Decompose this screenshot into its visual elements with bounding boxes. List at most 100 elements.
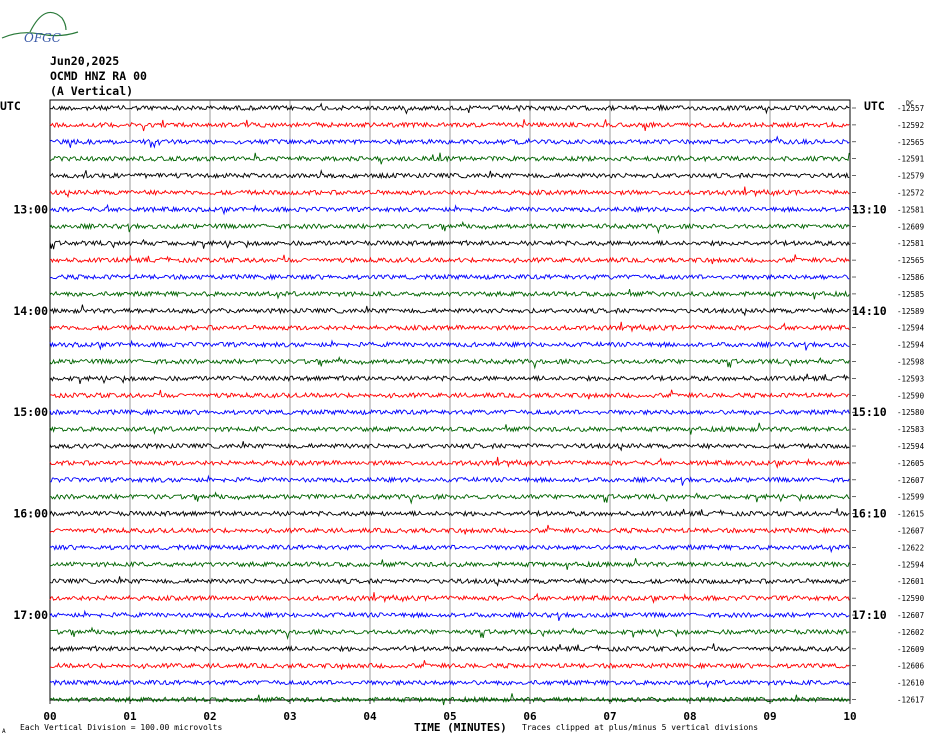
scale-note: Each Vertical Division = 100.00 microvol…: [20, 723, 223, 732]
dc-offset-label: -12610: [897, 679, 925, 688]
x-tick-label: 06: [523, 710, 537, 723]
dc-offset-label: -12565: [897, 138, 924, 147]
dc-offset-label: -12617: [897, 696, 924, 705]
seismic-trace: [49, 102, 850, 115]
seismic-trace: [49, 626, 850, 640]
utc-left-label: UTC: [0, 99, 21, 113]
seismic-trace: [49, 220, 850, 235]
dc-offset-label: -12592: [897, 121, 924, 130]
seismic-trace: [49, 592, 850, 605]
x-tick-label: 09: [763, 710, 776, 723]
x-tick-label: 00: [43, 710, 56, 723]
x-tick-label: 01: [123, 710, 137, 723]
seismic-trace: [49, 186, 850, 199]
dc-offset-label: -12591: [897, 155, 924, 164]
left-time-label: 14:00: [13, 304, 48, 318]
ofgc-logo: OFGC: [1, 11, 79, 45]
seismic-trace: [49, 321, 850, 333]
dc-offset-label: -12609: [897, 645, 924, 654]
dc-offset-label: -12565: [897, 256, 924, 265]
seismic-trace: [49, 456, 850, 469]
seismic-trace: [49, 203, 850, 216]
dc-offset-label: -12590: [897, 391, 925, 400]
left-time-label: 17:00: [13, 608, 48, 622]
dc-offset-label: -12585: [897, 290, 924, 299]
dc-offset-label: -12579: [897, 172, 924, 181]
dc-offset-label: -12580: [897, 408, 925, 417]
dc-offset-label: -12557: [897, 104, 924, 113]
seismic-trace: [50, 660, 850, 670]
seismic-trace: [49, 273, 850, 281]
seismic-trace: [49, 373, 850, 385]
dc-offset-label: -12586: [897, 273, 925, 282]
chart-date: Jun20,2025: [50, 54, 120, 68]
seismic-trace: [49, 356, 850, 370]
right-time-label: 14:10: [852, 304, 887, 318]
seismic-trace: [49, 339, 850, 351]
left-time-label: 13:00: [13, 202, 48, 216]
component-label: (A Vertical): [50, 84, 134, 98]
seismic-trace: [49, 576, 850, 587]
right-time-label: 15:10: [852, 405, 887, 419]
dc-offset-label: -12602: [897, 628, 924, 637]
dc-offset-label: -12583: [897, 425, 924, 434]
seismic-trace: [49, 238, 850, 250]
right-time-label: 13:10: [852, 202, 887, 216]
right-time-label: 16:10: [852, 507, 887, 521]
seismic-trace: [49, 609, 850, 621]
dc-offset-label: -12607: [897, 611, 924, 620]
dc-offset-label: -12594: [897, 341, 925, 350]
seismic-trace: [49, 679, 850, 689]
corner-mark: A: [2, 728, 6, 735]
seismic-trace: [49, 119, 850, 132]
seismic-trace: [49, 508, 850, 518]
seismic-trace: [49, 254, 850, 265]
dc-offset-label: -12615: [897, 510, 924, 519]
x-tick-label: 07: [603, 710, 616, 723]
seismic-trace: [49, 135, 850, 149]
seismic-trace: [49, 422, 850, 435]
dc-offset-label: -12607: [897, 527, 924, 536]
x-axis-title: TIME (MINUTES): [414, 721, 507, 734]
seismic-trace: [49, 304, 850, 317]
x-tick-label: 08: [683, 710, 696, 723]
dc-offset-label: -12622: [897, 543, 924, 552]
seismic-trace: [49, 152, 850, 165]
station-code: OCMD HNZ RA 00: [50, 69, 147, 83]
x-tick-label: 05: [443, 710, 456, 723]
dc-offset-label: -12589: [897, 307, 924, 316]
x-tick-label: 02: [203, 710, 216, 723]
dc-offset-label: -12599: [897, 493, 924, 502]
left-time-label: 16:00: [13, 507, 48, 521]
seismic-trace: [49, 524, 850, 535]
left-time-label: 15:00: [13, 405, 48, 419]
dc-offset-label: -12607: [897, 476, 924, 485]
dc-offset-label: -12572: [897, 189, 924, 198]
seismic-trace: [49, 558, 850, 570]
seismic-trace: [49, 544, 850, 554]
dc-offset-label: -12598: [897, 358, 925, 367]
seismic-trace: [49, 168, 850, 180]
seismic-trace: [50, 474, 850, 486]
dc-offset-label: -12594: [897, 442, 925, 451]
dc-label: DC: [906, 99, 914, 107]
x-tick-label: 03: [283, 710, 296, 723]
dc-offset-label: -12590: [897, 594, 925, 603]
right-time-label: 17:10: [852, 608, 887, 622]
x-tick-label: 10: [843, 710, 856, 723]
seismic-trace: [49, 693, 850, 706]
utc-right-label: UTC: [864, 99, 885, 113]
dc-offset-label: -12581: [897, 205, 924, 214]
seismic-trace: [49, 491, 850, 505]
seismic-trace: [49, 408, 850, 417]
dc-offset-label: -12594: [897, 560, 925, 569]
seismic-trace: [49, 288, 850, 300]
logo-text: OFGC: [24, 31, 61, 45]
dc-offset-label: -12593: [897, 374, 924, 383]
dc-offset-label: -12581: [897, 239, 924, 248]
seismic-trace: [49, 441, 850, 452]
clip-note: Traces clipped at plus/minus 5 vertical …: [522, 723, 759, 732]
seismic-trace: [49, 389, 850, 400]
x-tick-label: 04: [363, 710, 377, 723]
